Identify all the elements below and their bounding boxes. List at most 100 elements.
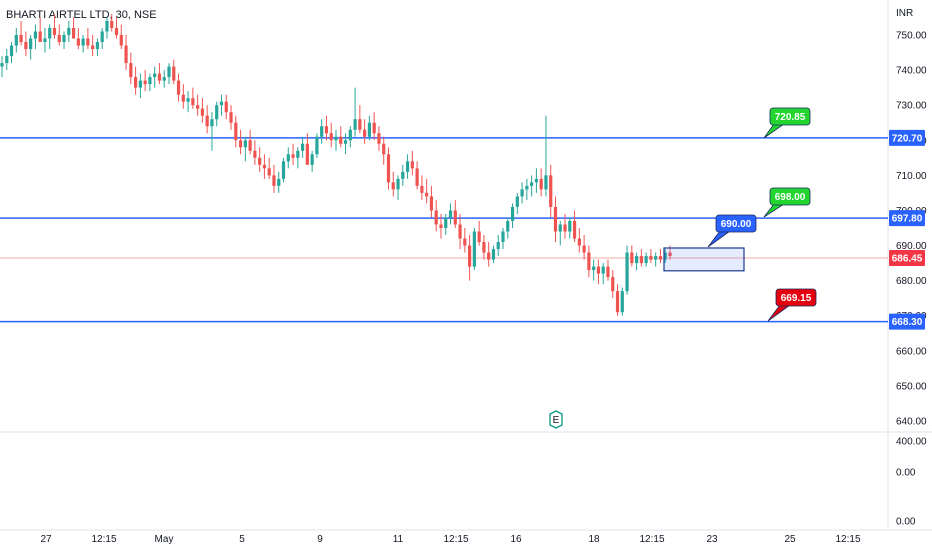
- candle: [577, 227, 581, 253]
- candle-body: [644, 256, 648, 264]
- candle: [100, 27, 104, 50]
- candle-body: [372, 122, 376, 134]
- axis-price-label-bg: [889, 249, 925, 266]
- candle: [453, 199, 457, 228]
- candle-body: [176, 80, 181, 95]
- candle-body: [52, 27, 57, 35]
- candle: [0, 56, 4, 78]
- candle: [448, 203, 453, 225]
- candle: [334, 129, 338, 151]
- candle-body: [267, 168, 271, 176]
- candle: [429, 185, 434, 218]
- candle: [243, 136, 247, 162]
- axis-price-label-bg: [889, 313, 925, 330]
- candle-body: [520, 189, 524, 197]
- candle: [534, 168, 538, 193]
- candle-body: [277, 178, 281, 186]
- x-tick-label: 11: [393, 534, 404, 545]
- candle-body: [510, 206, 515, 221]
- candle-body: [119, 35, 123, 46]
- candle: [277, 171, 281, 193]
- candle-body: [649, 256, 653, 260]
- candle-body: [134, 77, 138, 88]
- candle: [405, 154, 410, 179]
- candle: [33, 24, 37, 50]
- candle: [587, 245, 591, 278]
- y-tick-label: 650.00: [896, 381, 927, 392]
- candle-body: [200, 108, 204, 116]
- candle: [487, 242, 491, 267]
- price-callout[interactable]: 698.00: [763, 187, 811, 218]
- candle: [24, 31, 28, 57]
- candle: [558, 220, 562, 246]
- candle-body: [224, 101, 228, 113]
- x-tick-label: May: [155, 534, 174, 545]
- candle-body: [611, 277, 615, 292]
- consolidation-box[interactable]: [663, 247, 745, 272]
- callout-pointer: [763, 123, 786, 139]
- candle-body: [377, 133, 381, 144]
- y-tick-label: 730.00: [896, 101, 927, 112]
- axis-price-label: 668.30: [889, 313, 925, 330]
- candle-body: [425, 192, 429, 197]
- candle-body: [86, 38, 90, 46]
- candle: [472, 227, 476, 271]
- callout-label: 690.00: [721, 219, 752, 230]
- earnings-marker[interactable]: E: [549, 410, 563, 429]
- candle: [86, 27, 90, 50]
- axis-price-label-bg: [889, 210, 925, 227]
- candle-body: [153, 73, 157, 78]
- candle-body: [606, 266, 610, 278]
- candle: [167, 63, 171, 85]
- candle: [506, 217, 510, 239]
- candle: [606, 259, 610, 281]
- candle-body: [482, 242, 486, 253]
- candle: [477, 220, 481, 246]
- candle-body: [506, 220, 510, 232]
- candle: [200, 98, 204, 123]
- candle-body: [353, 119, 357, 130]
- candle: [29, 35, 33, 60]
- candle-body: [67, 27, 71, 35]
- candle: [62, 31, 66, 50]
- candle-body: [592, 266, 596, 271]
- candle: [186, 91, 190, 113]
- axis-price-label-text: 720.70: [892, 133, 923, 144]
- candle: [663, 249, 667, 264]
- candle-body: [76, 38, 80, 46]
- candle-body: [405, 161, 410, 172]
- x-tick-label: 18: [588, 534, 600, 545]
- candle-body: [663, 252, 667, 260]
- candle-body: [582, 245, 586, 253]
- candle: [520, 182, 524, 204]
- candle: [539, 168, 543, 197]
- candle: [410, 150, 414, 176]
- candle: [114, 17, 119, 39]
- candle-body: [43, 38, 47, 43]
- axis-price-label-bg: [889, 129, 925, 146]
- price-callout[interactable]: 669.15: [767, 288, 817, 322]
- candle-body: [157, 73, 162, 81]
- candle-body: [196, 105, 200, 109]
- candle-body: [57, 35, 61, 43]
- candle-body: [635, 256, 639, 264]
- candle-body: [539, 178, 543, 190]
- candle: [119, 24, 123, 50]
- callout-label: 669.15: [781, 293, 812, 304]
- candle-body: [477, 231, 481, 243]
- price-callout[interactable]: 720.85: [763, 107, 811, 139]
- candle: [253, 140, 257, 165]
- candle-body: [324, 126, 329, 134]
- candle: [611, 270, 615, 299]
- candle-body: [286, 154, 290, 162]
- price-callout[interactable]: 690.00: [707, 214, 757, 248]
- candle: [329, 122, 333, 148]
- candle: [568, 217, 572, 239]
- candle-body: [167, 66, 171, 78]
- candle: [81, 35, 85, 53]
- lower-tick-label: 0.00: [896, 468, 916, 479]
- candle-body: [658, 256, 663, 260]
- candle-body: [553, 206, 558, 232]
- x-tick-label: 23: [706, 534, 718, 545]
